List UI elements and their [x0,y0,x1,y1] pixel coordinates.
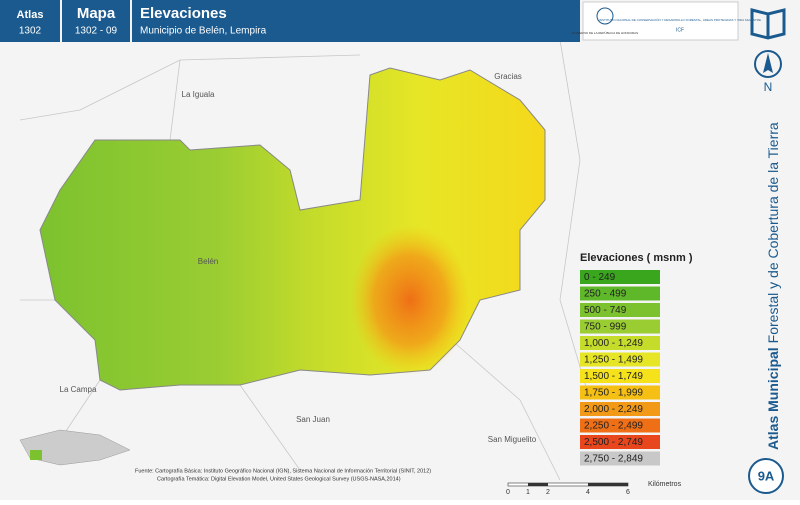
legend-swatch [580,385,660,400]
source: Fuente: Cartografía Básica: Instituto Ge… [135,468,431,474]
badge [748,458,784,494]
scale-tick: 4 [586,489,590,496]
scale-tick: 2 [546,489,550,496]
side-title-rest: Forestal y de Cobertura de la Tierra [765,122,781,343]
legend-swatch [580,270,660,284]
high-elevation [350,225,470,375]
north-arrow [763,53,773,73]
place-label: Belén [198,257,218,266]
atlas-box [0,0,60,42]
legend-swatch [580,418,660,433]
legend: 0 - 249 250 - 499 500 - 749 750 - 999 1,000 … [580,270,660,466]
place-label: La Iguala [182,90,215,99]
legend-label: 0 - 249 [584,272,616,283]
place-label: Gracias [494,72,522,81]
legend-label: 750 - 999 [584,322,627,333]
legend-swatch [580,303,660,317]
atlas-label: Atlas [17,9,44,21]
place-label: San Miguelito [488,435,537,444]
title-box [132,0,580,42]
place-label: San Juan [296,415,330,424]
legend-label: 2,250 - 2,499 [584,421,643,432]
north-label: N [764,80,773,94]
legend-label: 1,500 - 1,749 [584,371,643,382]
scale-tick: 0 [506,489,510,496]
place-label: La Campa [60,385,97,394]
subtitle: Municipio de Belén, Lempira [140,26,267,37]
mapa-box [62,0,130,42]
legend-swatch [580,336,660,350]
boundaries [19,39,591,481]
legend-label: 500 - 749 [584,305,627,316]
title: Elevaciones [140,5,227,22]
legend-label: 250 - 499 [584,289,627,300]
book-icon [750,8,786,40]
legend-label: 2,000 - 2,249 [584,404,643,415]
legend-swatch [580,402,660,416]
logo-right: INSTITUTO NACIONAL DE CONSERVACIÓN Y DES… [599,17,761,22]
legend-title: Elevaciones ( msnm ) [580,252,693,264]
legend-label: 2,500 - 2,749 [584,437,643,448]
scale-tick: 1 [526,489,530,496]
legend-label: 1,000 - 1,249 [584,338,643,349]
logo-box [582,1,739,41]
legend-label: 1,750 - 1,999 [584,388,643,399]
logo-left: GOBIERNO DE LA REPÚBLICA DE HONDURAS [572,30,638,35]
legend-swatch [580,352,660,367]
legend-swatch [580,451,660,466]
legend-label: 1,250 - 1,499 [584,355,643,366]
source: Cartografía Temática: Digital Elevation … [157,476,401,482]
scale-bar: 0 1 2 4 6 Kilómetros [506,481,682,496]
scale-segment [588,483,628,486]
logo-emblem [596,7,614,25]
scale-unit: Kilómetros [648,481,682,488]
legend-swatch [580,435,660,449]
badge-label: 9A [758,468,775,483]
scale-segment [528,483,548,486]
legend-swatch [580,369,660,383]
legend-swatch [580,286,660,301]
legend-label: 2,750 - 2,849 [584,454,643,465]
inset-highlight [30,450,42,460]
logo-acronym: ICF [676,27,684,33]
atlas-number: 1302 [19,26,42,37]
side-title: Atlas Municipal Forestal y de Cobertura d… [765,122,781,450]
mapa-number: 1302 - 09 [75,26,118,37]
scale-tick: 6 [626,489,630,496]
north-circle [754,50,782,78]
mapa-label: Mapa [77,5,116,22]
side-title-bold: Atlas Municipal [765,347,781,450]
legend-swatch [580,319,660,334]
